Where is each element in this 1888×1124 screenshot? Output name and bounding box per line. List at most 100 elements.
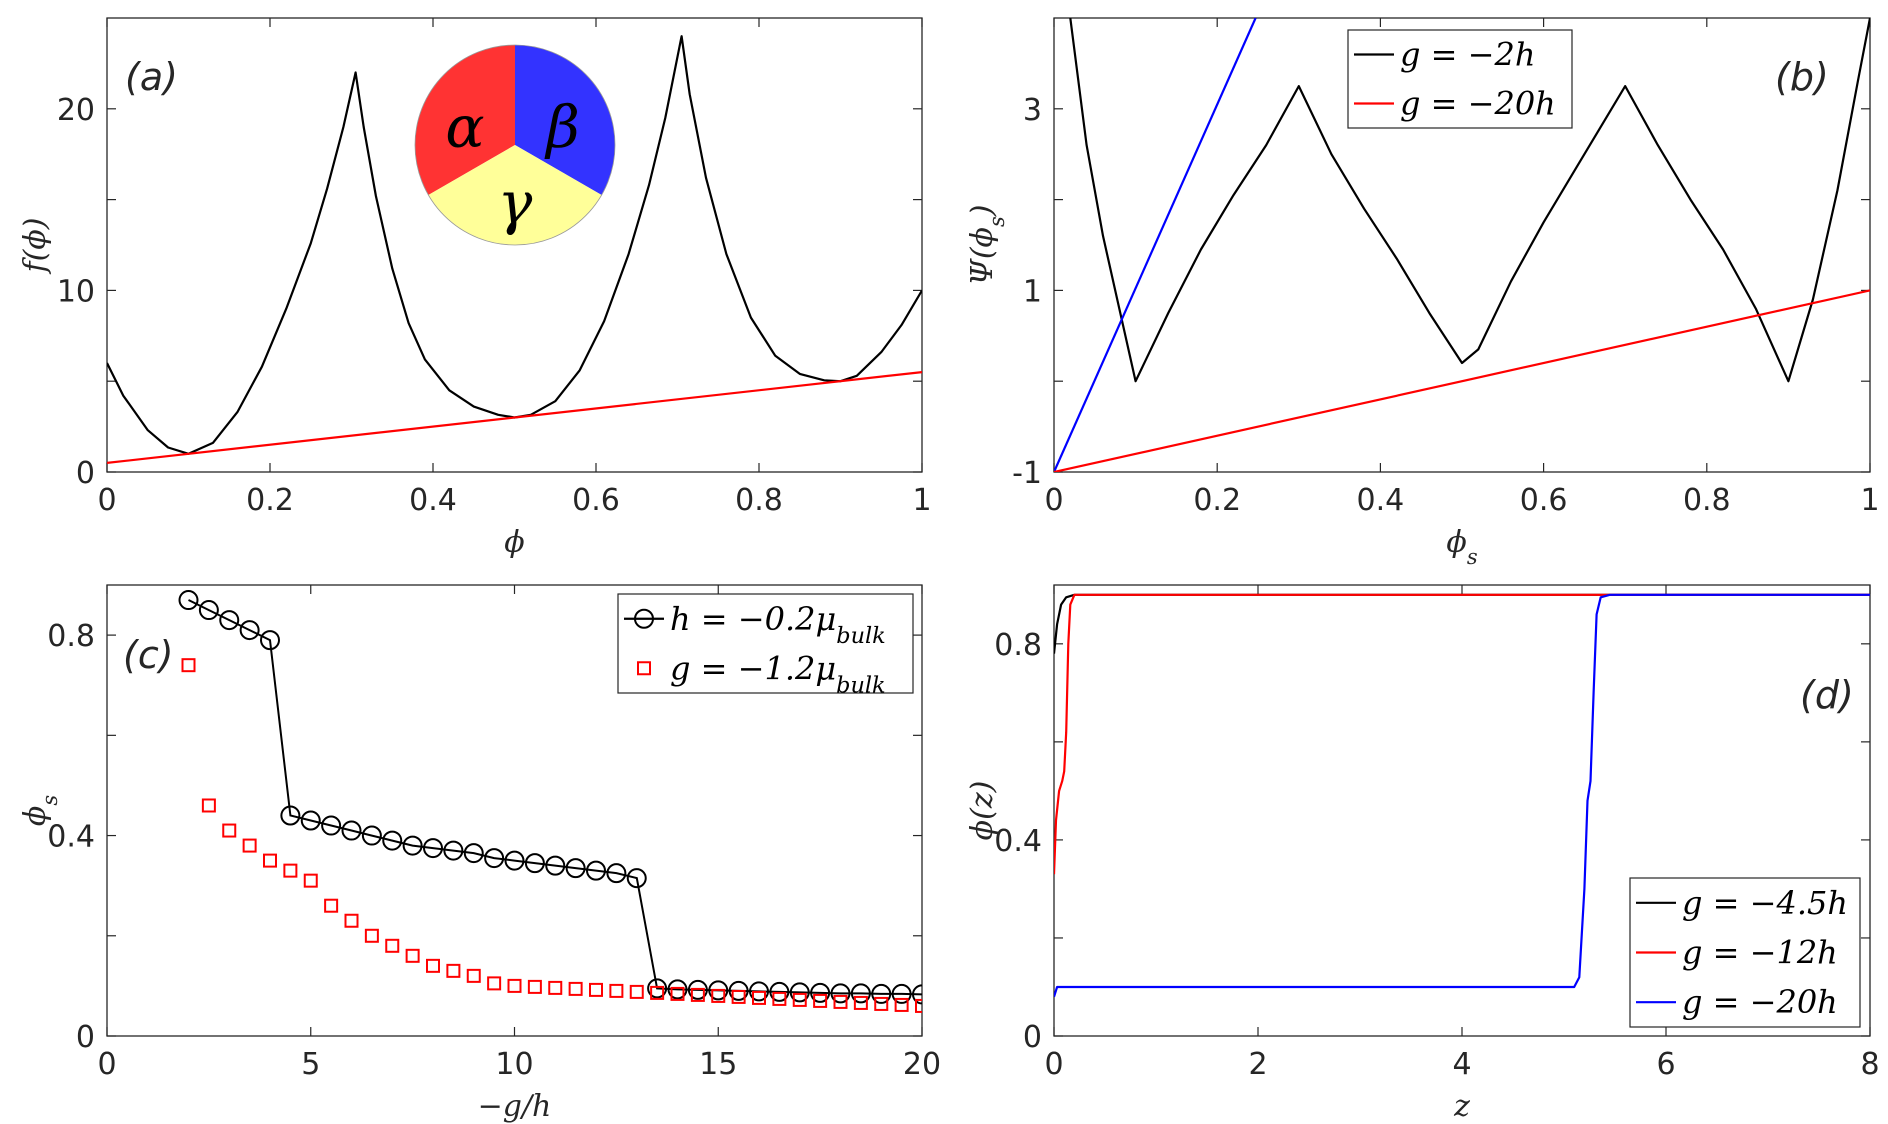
x-tick-label: 0.8	[1683, 483, 1731, 518]
x-tick-label: 4	[1452, 1047, 1471, 1082]
data-point	[891, 983, 912, 1004]
data-point	[833, 994, 848, 1009]
x-tick-label: 0.2	[1193, 483, 1241, 518]
legend-label: g = −2h	[1400, 36, 1535, 74]
series-line-d-0	[1054, 593, 1870, 654]
data-point	[606, 863, 627, 884]
legend-label: g = −20h	[1400, 85, 1556, 123]
data-point	[364, 928, 379, 943]
data-point	[650, 985, 665, 1000]
data-point	[915, 998, 922, 1013]
series-line-b-0	[1069, 18, 1870, 383]
panel-label-c: (c)	[123, 633, 174, 677]
pie-slice-label: γ	[498, 169, 533, 237]
data-point	[667, 979, 688, 1000]
data-point	[443, 840, 464, 861]
panel-label-a: (a)	[125, 55, 178, 99]
y-tick-label: 0.8	[994, 628, 1042, 663]
x-tick-label: 0	[97, 1047, 116, 1082]
x-tick-label: 1	[1860, 483, 1879, 518]
pie-slice	[415, 45, 515, 195]
y-tick-label: 1	[1023, 274, 1042, 309]
data-point	[446, 963, 461, 978]
data-point	[178, 590, 199, 611]
data-point	[181, 658, 196, 673]
y-tick-label: 20	[57, 93, 95, 128]
data-point	[853, 995, 868, 1010]
pie-slice-label: α	[445, 93, 484, 161]
data-point	[201, 798, 216, 813]
data-point	[423, 838, 443, 859]
legend-label: g = −12h	[1682, 934, 1838, 972]
data-point	[280, 805, 301, 826]
data-point	[670, 986, 685, 1001]
data-point	[752, 990, 766, 1005]
x-tick-label: 10	[495, 1047, 533, 1082]
svg-text:f(ϕ): f(ϕ)	[18, 218, 53, 275]
x-tick-label: 8	[1860, 1047, 1879, 1082]
data-point	[586, 860, 606, 881]
data-point	[871, 983, 892, 1004]
data-point	[772, 991, 787, 1006]
data-point	[405, 948, 420, 963]
data-point	[629, 984, 644, 999]
data-point	[198, 600, 219, 621]
data-point	[690, 987, 705, 1002]
data-point	[324, 898, 339, 913]
data-point	[385, 938, 400, 953]
axes-box-a	[106, 17, 923, 473]
y-tick-label: 0.4	[47, 820, 95, 855]
data-point	[487, 976, 502, 991]
x-axis-label: ϕ	[504, 525, 524, 560]
data-point	[361, 825, 382, 846]
data-point	[647, 978, 668, 999]
data-point	[222, 823, 237, 838]
x-tick-label: 20	[903, 1047, 941, 1082]
data-point	[609, 983, 624, 998]
data-point	[792, 992, 807, 1007]
x-tick-label: 0.6	[572, 483, 620, 518]
y-tick-label: 0	[76, 456, 95, 491]
x-tick-label: 0.4	[409, 483, 457, 518]
y-axis-label: ϕ(z)	[965, 781, 1000, 841]
data-point	[568, 981, 583, 996]
x-tick-label: 0.2	[246, 483, 294, 518]
panel-label-b: (b)	[1775, 55, 1829, 99]
y-tick-label: 0.8	[47, 619, 95, 654]
x-tick-label: 15	[699, 1047, 737, 1082]
x-tick-label: 0	[1044, 1047, 1063, 1082]
axes-box-b	[1053, 17, 1871, 473]
data-point	[219, 610, 240, 631]
series-line-c-0	[188, 599, 922, 996]
svg-text:ϕ(z): ϕ(z)	[965, 781, 1000, 841]
legend-label: g = −4.5h	[1682, 884, 1848, 922]
data-point	[810, 982, 831, 1003]
legend-b: g = −2h g = −20h	[1347, 29, 1573, 129]
data-point	[711, 988, 726, 1003]
data-point	[874, 996, 889, 1011]
x-axis-label: z	[1453, 1089, 1470, 1124]
data-point	[813, 993, 828, 1008]
pie-slice	[428, 145, 602, 245]
panel-label-d: (d)	[1800, 673, 1854, 717]
x-tick-label: 0.6	[1520, 483, 1568, 518]
data-point	[463, 843, 484, 864]
y-axis-label: f(ϕ)	[18, 218, 53, 275]
data-point	[527, 979, 542, 994]
data-point	[344, 913, 359, 928]
data-point	[545, 855, 566, 876]
y-tick-label: 3	[1023, 93, 1042, 128]
y-tick-label: 0	[76, 1020, 95, 1055]
x-axis-label: ϕs	[1446, 525, 1477, 569]
inset-pie: α βγ	[414, 44, 616, 246]
data-point	[565, 858, 586, 879]
data-point	[769, 981, 790, 1002]
pie-slice	[515, 45, 615, 195]
data-point	[242, 838, 257, 853]
data-point	[728, 980, 749, 1001]
